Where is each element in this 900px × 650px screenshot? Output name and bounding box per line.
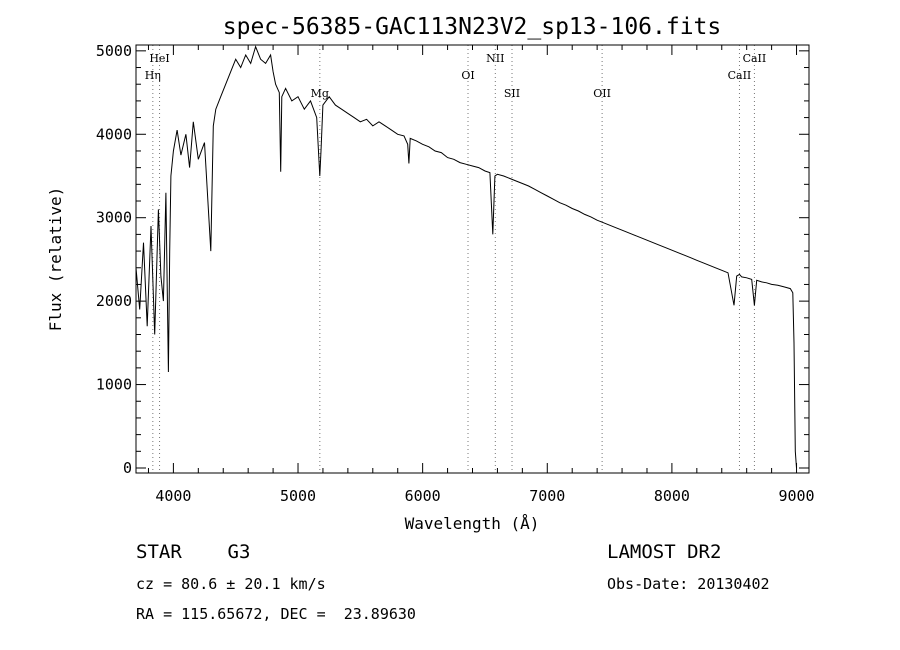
observation-date: Obs-Date: 20130402: [607, 575, 770, 593]
spectral-line-label: CaII: [743, 52, 767, 65]
spectral-line-label: OII: [593, 87, 611, 100]
y-axis-label: Flux (relative): [46, 187, 65, 332]
spectral-line-label: HeI: [149, 52, 169, 65]
spectral-line-label: OI: [461, 69, 474, 82]
x-tick-label: 5000: [280, 487, 316, 505]
redshift-velocity: cz = 80.6 ± 20.1 km/s: [136, 575, 326, 593]
y-tick-label: 2000: [96, 292, 132, 310]
x-tick-label: 9000: [778, 487, 814, 505]
spectrum-line: [135, 45, 797, 469]
chart-title: spec-56385-GAC113N23V2_sp13-106.fits: [223, 14, 722, 40]
spectral-line-label: Hη: [145, 69, 161, 82]
spectral-line-label: CaII: [728, 69, 752, 82]
sky-coordinates: RA = 115.65672, DEC = 23.89630: [136, 605, 416, 623]
x-tick-label: 8000: [654, 487, 690, 505]
y-tick-label: 4000: [96, 125, 132, 143]
x-axis-label: Wavelength (Å): [405, 514, 540, 533]
spectral-line-label: Mg: [311, 87, 329, 100]
y-tick-label: 5000: [96, 42, 132, 60]
object-class: STAR G3: [136, 541, 251, 563]
y-tick-label: 1000: [96, 376, 132, 394]
survey-name: LAMOST DR2: [607, 541, 722, 563]
y-tick-label: 3000: [96, 209, 132, 227]
x-tick-label: 7000: [529, 487, 565, 505]
plot-frame: [135, 44, 810, 474]
x-tick-label: 6000: [405, 487, 441, 505]
spectral-line-label: SII: [504, 87, 520, 100]
y-tick-label: 0: [123, 459, 132, 477]
spectral-line-label: NII: [486, 52, 504, 65]
x-tick-label: 4000: [155, 487, 191, 505]
